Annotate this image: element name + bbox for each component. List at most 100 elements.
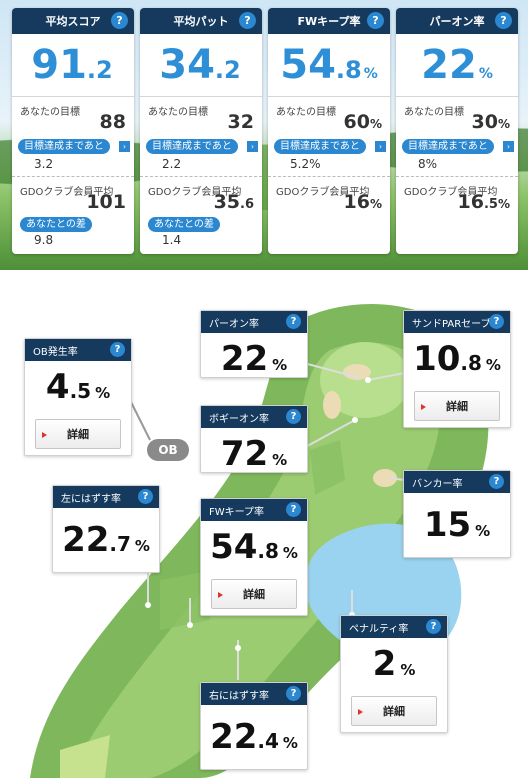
card-value: 22%: [220, 339, 288, 379]
help-icon[interactable]: ?: [239, 12, 256, 29]
remain-pill: 目標達成まであと: [402, 139, 494, 154]
card-value: 2%: [372, 644, 416, 684]
help-icon[interactable]: ?: [286, 409, 301, 424]
detail-button[interactable]: 詳細: [351, 696, 437, 726]
main-value-dec: .8: [335, 56, 362, 84]
stat-card-average-putt: 平均パット ? 34.2 あなたの目標 32 目標達成まであと › 2.2 GD…: [140, 8, 262, 254]
detail-button[interactable]: 詳細: [211, 579, 297, 609]
map-card-sand-par-save-rate: サンドPARセーブ率 ? 10.8% 詳細: [403, 310, 511, 428]
map-card-bunker-rate: バンカー率 ? 15%: [403, 470, 511, 558]
help-icon[interactable]: ?: [495, 12, 512, 29]
detail-button[interactable]: 詳細: [35, 419, 121, 449]
stat-card-fw-keep: FWキープ率 ? 54.8% あなたの目標 60% 目標達成まであと › 5.2…: [268, 8, 390, 254]
card-title: 平均スコア: [45, 15, 101, 28]
leader-line: [299, 419, 356, 451]
help-icon[interactable]: ?: [111, 12, 128, 29]
card-value: 22.7%: [62, 520, 150, 560]
main-value-dec: .2: [214, 56, 241, 84]
map-card-left-miss-rate: 左にはずす率 ? 22.7%: [52, 485, 160, 573]
card-title: FWキープ率: [209, 506, 265, 518]
map-card-penalty-rate: ペナルティ率 ? 2% 詳細: [340, 615, 448, 733]
average-value: 16%: [343, 191, 382, 213]
help-icon[interactable]: ?: [286, 502, 301, 517]
goal-section: あなたの目標 30% 目標達成まであと › 8%: [396, 96, 518, 176]
main-value: 91.2: [12, 34, 134, 96]
help-icon[interactable]: ?: [286, 686, 301, 701]
help-icon[interactable]: ?: [367, 12, 384, 29]
card-header: 平均スコア ?: [12, 8, 134, 34]
card-value: 72%: [220, 434, 288, 474]
average-label: GDOクラブ会員平均: [148, 187, 242, 198]
average-value: 16.5%: [457, 191, 510, 213]
main-value-unit: %: [478, 66, 493, 82]
goal-value: 88: [99, 111, 126, 133]
detail-button[interactable]: 詳細: [414, 391, 500, 421]
goal-section: あなたの目標 60% 目標達成まであと › 5.2%: [268, 96, 390, 176]
map-card-bogey-on-rate: ボギーオン率 ? 72%: [200, 405, 308, 474]
stat-card-par-on: パーオン率 ? 22% あなたの目標 30% 目標達成まであと › 8% GDO…: [396, 8, 518, 254]
average-value: 101: [86, 191, 126, 213]
help-icon[interactable]: ?: [110, 342, 125, 357]
map-card-fw-keep-rate: FWキープ率 ? 54.8% 詳細: [200, 498, 308, 616]
card-title: OB発生率: [33, 346, 78, 358]
arrow-right-icon[interactable]: ›: [119, 141, 130, 152]
goal-value: 32: [227, 111, 254, 133]
average-label: GDOクラブ会員平均: [20, 187, 114, 198]
average-label: GDOクラブ会員平均: [404, 187, 498, 198]
average-label: GDOクラブ会員平均: [276, 187, 370, 198]
remain-pill: 目標達成まであと: [274, 139, 366, 154]
goal-label: あなたの目標: [20, 107, 80, 118]
mowing-stripes: [310, 440, 345, 495]
card-header: ボギーオン率 ?: [201, 406, 307, 428]
remain-value: 8%: [418, 157, 438, 171]
card-header: 右にはずす率 ?: [201, 683, 307, 705]
ob-tag: OB: [147, 439, 189, 461]
remain-pill: 目標達成まであと: [146, 139, 238, 154]
goal-value: 60%: [343, 111, 382, 133]
remain-value: 5.2%: [290, 157, 321, 171]
card-value: 10.8%: [413, 339, 501, 379]
main-value-int: 34: [159, 42, 215, 88]
help-icon[interactable]: ?: [426, 619, 441, 634]
main-value: 22%: [396, 34, 518, 96]
card-header: FWキープ率 ?: [201, 499, 307, 521]
help-icon[interactable]: ?: [489, 474, 504, 489]
goal-label: あなたの目標: [404, 107, 464, 118]
card-title: パーオン率: [429, 15, 485, 28]
card-header: サンドPARセーブ率 ?: [404, 311, 510, 333]
arrow-right-icon[interactable]: ›: [375, 141, 386, 152]
main-value-int: 22: [421, 42, 477, 88]
card-title: サンドPARセーブ率: [412, 318, 500, 330]
goal-label: あなたの目標: [276, 107, 336, 118]
map-card-ob-rate: OB発生率 ? 4.5% 詳細: [24, 338, 132, 456]
diff-value: 9.8: [34, 233, 54, 247]
card-header: FWキープ率 ?: [268, 8, 390, 34]
arrow-right-icon[interactable]: ›: [503, 141, 514, 152]
card-title: バンカー率: [412, 478, 463, 490]
card-header: バンカー率 ?: [404, 471, 510, 493]
average-section: GDOクラブ会員平均 35.6 あなたとの差 1.4: [140, 176, 262, 254]
card-header: ペナルティ率 ?: [341, 616, 447, 638]
card-value: 22.4%: [210, 717, 298, 757]
summary-panel: 平均スコア ? 91.2 あなたの目標 88 目標達成まであと › 3.2 GD…: [0, 0, 528, 270]
remain-pill: 目標達成まであと: [18, 139, 110, 154]
card-header: パーオン率 ?: [201, 311, 307, 333]
help-icon[interactable]: ?: [489, 314, 504, 329]
leader-line: [387, 477, 406, 481]
tee-box: [60, 735, 110, 778]
card-title: 右にはずす率: [209, 690, 269, 702]
average-section: GDOクラブ会員平均 101 あなたとの差 9.8: [12, 176, 134, 254]
average-section: GDOクラブ会員平均 16%: [268, 176, 390, 254]
diff-pill: あなたとの差: [148, 217, 220, 232]
help-icon[interactable]: ?: [286, 314, 301, 329]
leader-line: [299, 361, 361, 379]
card-title: 左にはずす率: [61, 493, 121, 505]
main-value-dec: .2: [86, 56, 113, 84]
help-icon[interactable]: ?: [138, 489, 153, 504]
goal-section: あなたの目標 32 目標達成まであと › 2.2: [140, 96, 262, 176]
remain-value: 3.2: [34, 157, 54, 171]
card-title: ボギーオン率: [209, 413, 269, 425]
card-header: 平均パット ?: [140, 8, 262, 34]
arrow-right-icon[interactable]: ›: [247, 141, 258, 152]
hole-map: OB OB発生率 ? 4.5% 詳細 パーオン率 ? 22% ボギーオン率 ? …: [0, 280, 528, 778]
